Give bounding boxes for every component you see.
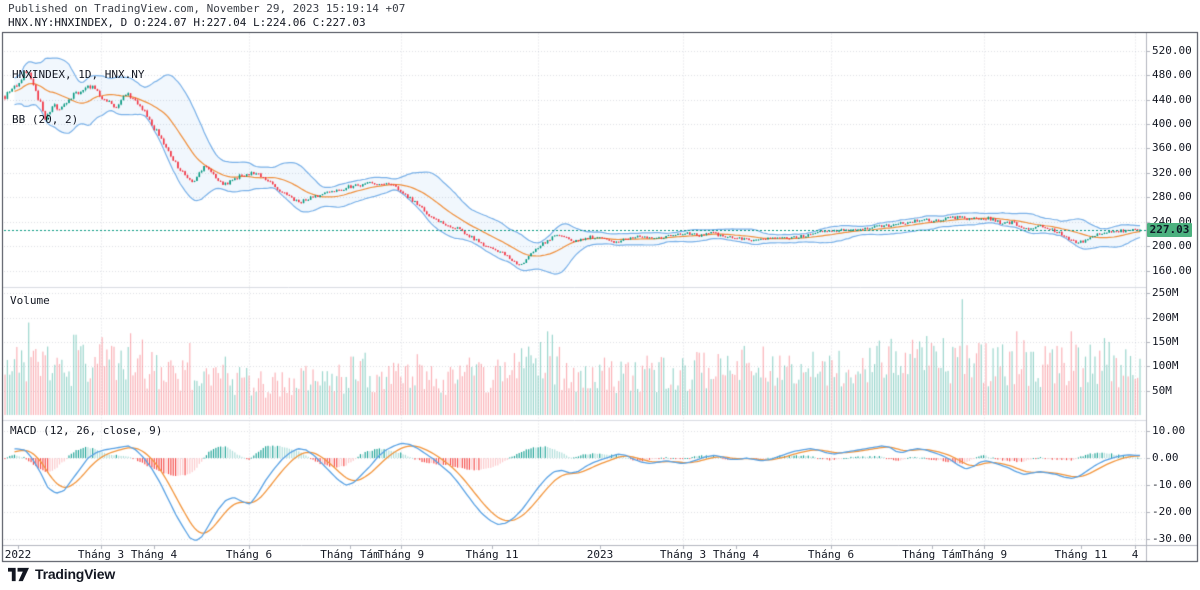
volume-pane-label[interactable]: Volume [10, 294, 50, 307]
tradingview-logo-text: TradingView [35, 566, 116, 582]
macd-pane-label[interactable]: MACD (12, 26, close, 9) [10, 424, 163, 437]
symbol-ohlc-line: HNX.NY:HNXINDEX, D O:224.07 H:227.04 L:2… [8, 16, 366, 29]
last-price-badge: 227.03 [1147, 223, 1192, 237]
tradingview-logo-icon [8, 567, 29, 581]
legend-symbol[interactable]: HNXINDEX, 1D, HNX.NY [12, 68, 145, 81]
price-pane-legend: HNXINDEX, 1D, HNX.NY BB (20, 2) [12, 37, 144, 157]
published-info: Published on TradingView.com, November 2… [8, 2, 406, 15]
tradingview-logo-link[interactable]: TradingView [8, 566, 115, 582]
legend-bollinger-bands[interactable]: BB (20, 2) [12, 113, 79, 126]
footer: TradingView [8, 566, 115, 582]
chart-header: Published on TradingView.com, November 2… [8, 2, 405, 30]
